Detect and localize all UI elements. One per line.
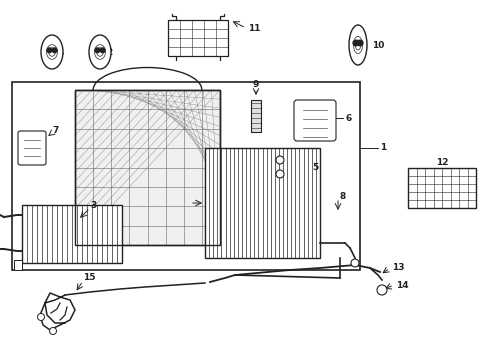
- Circle shape: [351, 259, 359, 267]
- Circle shape: [95, 48, 100, 53]
- Bar: [14, 260, 22, 270]
- Circle shape: [377, 285, 387, 295]
- Text: 2: 2: [106, 48, 112, 57]
- Bar: [408, 168, 476, 208]
- Bar: [12, 82, 360, 270]
- Bar: [75, 90, 220, 245]
- Circle shape: [49, 328, 56, 334]
- Ellipse shape: [349, 25, 367, 65]
- FancyBboxPatch shape: [18, 131, 46, 165]
- Circle shape: [276, 170, 284, 178]
- Circle shape: [47, 48, 52, 53]
- Bar: [75, 90, 220, 245]
- Text: 5: 5: [312, 162, 318, 171]
- Text: 15: 15: [83, 273, 96, 282]
- Text: 14: 14: [396, 280, 409, 289]
- Circle shape: [353, 40, 359, 46]
- Text: 10: 10: [372, 41, 384, 50]
- Circle shape: [38, 314, 45, 320]
- Circle shape: [357, 40, 363, 46]
- Bar: [205, 148, 320, 258]
- Circle shape: [100, 48, 105, 53]
- Text: 12: 12: [436, 158, 448, 166]
- Ellipse shape: [89, 35, 111, 69]
- Text: 6: 6: [345, 113, 351, 122]
- Bar: [251, 100, 261, 132]
- Bar: [168, 20, 228, 56]
- Text: 9: 9: [252, 80, 258, 89]
- Text: 8: 8: [340, 192, 346, 201]
- Text: 3: 3: [90, 201, 96, 210]
- Text: 11: 11: [248, 23, 261, 32]
- Text: 7: 7: [52, 126, 58, 135]
- Bar: [22, 205, 122, 263]
- FancyBboxPatch shape: [294, 100, 336, 141]
- Text: 13: 13: [392, 264, 405, 273]
- Text: 1: 1: [380, 143, 386, 152]
- Ellipse shape: [41, 35, 63, 69]
- Text: 4: 4: [58, 48, 64, 57]
- Circle shape: [52, 48, 57, 53]
- Circle shape: [276, 156, 284, 164]
